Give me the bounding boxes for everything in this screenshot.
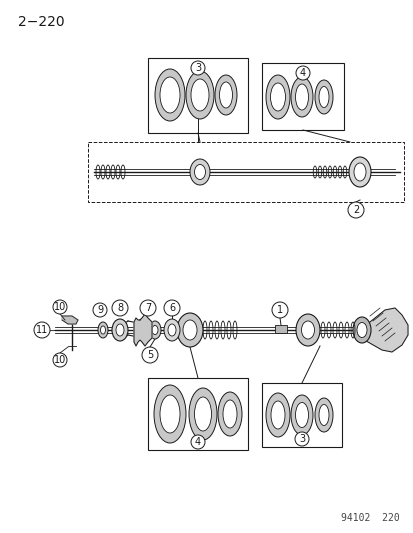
Ellipse shape xyxy=(295,314,319,346)
Bar xyxy=(274,325,286,333)
Text: 6: 6 xyxy=(169,303,175,313)
Ellipse shape xyxy=(185,71,214,119)
Ellipse shape xyxy=(183,320,197,340)
Text: 1: 1 xyxy=(276,305,282,315)
Ellipse shape xyxy=(266,75,289,119)
Ellipse shape xyxy=(152,326,158,335)
Ellipse shape xyxy=(348,157,370,187)
Ellipse shape xyxy=(352,317,370,343)
Circle shape xyxy=(53,300,67,314)
Text: 9: 9 xyxy=(97,305,103,315)
Ellipse shape xyxy=(189,388,216,440)
Text: 11: 11 xyxy=(36,325,48,335)
Ellipse shape xyxy=(154,69,185,121)
Circle shape xyxy=(271,302,287,318)
Ellipse shape xyxy=(116,324,124,336)
Ellipse shape xyxy=(149,321,161,339)
Text: 3: 3 xyxy=(298,434,304,444)
Ellipse shape xyxy=(318,86,328,108)
Bar xyxy=(147,378,247,450)
Circle shape xyxy=(34,322,50,338)
Ellipse shape xyxy=(194,397,211,431)
Text: 3: 3 xyxy=(195,63,201,73)
Circle shape xyxy=(294,432,308,446)
Ellipse shape xyxy=(98,322,108,338)
Bar xyxy=(261,383,341,447)
Circle shape xyxy=(164,300,180,316)
Ellipse shape xyxy=(314,80,332,114)
Ellipse shape xyxy=(295,402,308,427)
Ellipse shape xyxy=(301,321,314,339)
Ellipse shape xyxy=(112,319,128,341)
Ellipse shape xyxy=(190,159,209,185)
Text: 94102  220: 94102 220 xyxy=(340,513,399,523)
Ellipse shape xyxy=(314,398,332,432)
Ellipse shape xyxy=(214,75,236,115)
Ellipse shape xyxy=(270,83,285,111)
Ellipse shape xyxy=(353,163,365,181)
Circle shape xyxy=(347,202,363,218)
Ellipse shape xyxy=(290,395,312,435)
Ellipse shape xyxy=(290,77,312,117)
Text: 10: 10 xyxy=(54,355,66,365)
Ellipse shape xyxy=(159,77,180,113)
Ellipse shape xyxy=(100,326,105,334)
Ellipse shape xyxy=(318,405,328,425)
Text: 4: 4 xyxy=(299,68,305,78)
Ellipse shape xyxy=(190,79,209,111)
Bar xyxy=(261,63,343,130)
Ellipse shape xyxy=(164,319,180,341)
Circle shape xyxy=(295,66,309,80)
Ellipse shape xyxy=(356,322,366,337)
Ellipse shape xyxy=(271,401,284,429)
Polygon shape xyxy=(134,314,152,346)
Circle shape xyxy=(190,435,204,449)
Ellipse shape xyxy=(154,385,185,443)
Ellipse shape xyxy=(159,395,180,433)
Ellipse shape xyxy=(177,313,202,347)
Ellipse shape xyxy=(219,82,232,108)
Ellipse shape xyxy=(266,393,289,437)
Text: 4: 4 xyxy=(195,437,201,447)
Ellipse shape xyxy=(223,400,236,428)
Ellipse shape xyxy=(194,165,205,180)
Text: 10: 10 xyxy=(54,302,66,312)
Circle shape xyxy=(112,300,128,316)
Polygon shape xyxy=(62,316,78,324)
Text: 2−220: 2−220 xyxy=(18,15,64,29)
Text: 7: 7 xyxy=(145,303,151,313)
Circle shape xyxy=(53,353,67,367)
Ellipse shape xyxy=(168,324,176,336)
Bar xyxy=(147,58,247,133)
Circle shape xyxy=(93,303,107,317)
Polygon shape xyxy=(354,308,407,352)
Bar xyxy=(88,142,403,202)
Circle shape xyxy=(142,347,158,363)
Text: 2: 2 xyxy=(352,205,358,215)
Ellipse shape xyxy=(295,84,308,110)
Ellipse shape xyxy=(218,392,242,436)
Circle shape xyxy=(190,61,204,75)
Text: 5: 5 xyxy=(147,350,153,360)
Circle shape xyxy=(140,300,156,316)
Text: 8: 8 xyxy=(116,303,123,313)
